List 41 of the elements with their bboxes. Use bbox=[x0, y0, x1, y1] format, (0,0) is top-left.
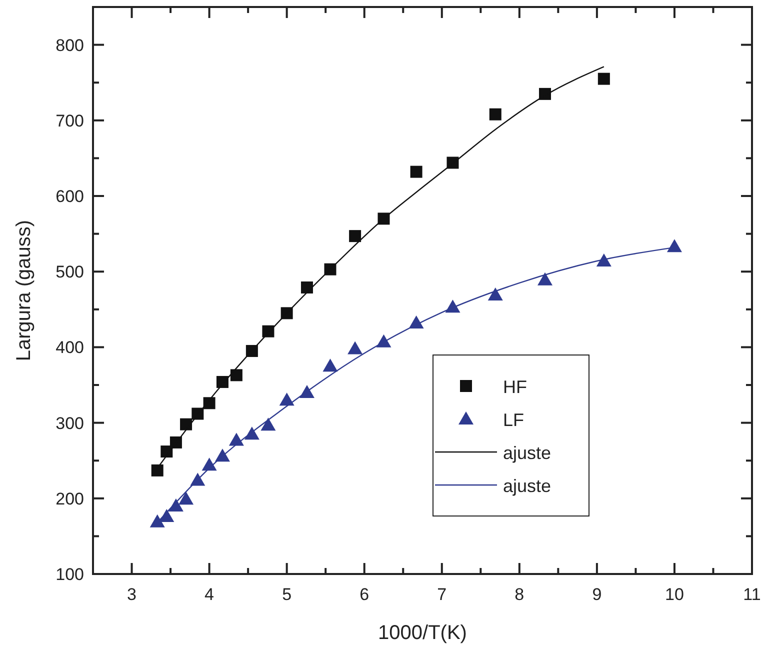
x-tick-label: 5 bbox=[282, 585, 292, 604]
legend-label: LF bbox=[503, 410, 524, 430]
point bbox=[279, 392, 294, 406]
y-tick-label: 800 bbox=[56, 36, 84, 55]
y-tick-label: 400 bbox=[56, 338, 84, 358]
x-tick-label: 4 bbox=[204, 585, 214, 604]
x-tick-label: 8 bbox=[514, 585, 524, 604]
point bbox=[666, 239, 682, 252]
x-tick-label: 3 bbox=[127, 585, 136, 604]
point bbox=[230, 369, 242, 382]
point bbox=[178, 492, 194, 505]
point bbox=[150, 514, 165, 528]
x-tick-label: 7 bbox=[437, 585, 447, 604]
y-tick-label: 300 bbox=[56, 414, 84, 433]
point bbox=[488, 288, 503, 301]
point bbox=[596, 254, 612, 267]
x-tick-label: 10 bbox=[665, 585, 684, 604]
point bbox=[260, 418, 276, 431]
legend-label: ajuste bbox=[503, 443, 552, 463]
legend-label: ajuste bbox=[503, 476, 552, 496]
y-tick-label: 200 bbox=[56, 489, 84, 508]
x-tick-label: 11 bbox=[743, 585, 761, 604]
legend-label: HF bbox=[503, 377, 527, 397]
point bbox=[151, 464, 164, 476]
point bbox=[300, 281, 313, 294]
point bbox=[322, 358, 338, 372]
x-tick-label: 6 bbox=[360, 585, 370, 604]
y-tick-label: 500 bbox=[56, 262, 84, 282]
point bbox=[598, 72, 610, 85]
y-tick-label: 600 bbox=[56, 187, 84, 206]
y-tick-label: 100 bbox=[56, 565, 84, 584]
x-axis-title: 1000/T(K) bbox=[378, 622, 467, 644]
point bbox=[348, 341, 363, 354]
point bbox=[410, 166, 422, 178]
point bbox=[349, 230, 362, 242]
y-axis-title: Largura (gauss) bbox=[13, 220, 35, 362]
x-tick-label: 9 bbox=[592, 585, 602, 604]
point bbox=[180, 418, 192, 430]
point bbox=[537, 272, 552, 286]
point bbox=[489, 108, 502, 120]
y-tick-label: 700 bbox=[56, 111, 84, 130]
